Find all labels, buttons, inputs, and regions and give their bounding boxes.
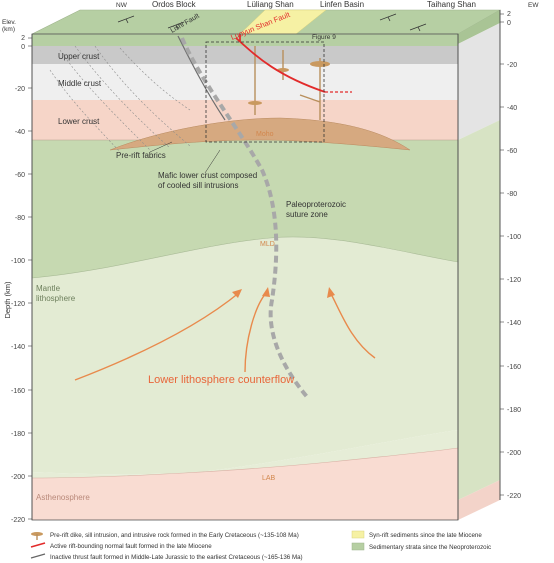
left-tick-minus200: -200: [11, 474, 25, 481]
moho-label: Moho: [256, 131, 274, 138]
right-tick-2: 2: [507, 11, 511, 18]
depth-axis-label: Depth (km): [3, 281, 12, 319]
figure-9-frame: [205, 41, 325, 143]
left-tick-minus120: -120: [11, 301, 25, 308]
mld-boundary: [31, 236, 459, 279]
right-tick-minus40: -40: [507, 105, 517, 112]
left-tick-minus180: -180: [11, 431, 25, 438]
strike-symbols: [117, 13, 427, 32]
lishi-fault-line: [177, 35, 226, 121]
legend-sedimentary-text: Sedimentary strata since the Neoproteroz…: [369, 544, 491, 551]
elev-label-line1: Elev.: [2, 19, 16, 26]
sill-1: [248, 101, 262, 105]
suture-label-line2: suture zone: [286, 210, 328, 219]
right-tick-minus60: -60: [507, 148, 517, 155]
right-tick-minus220: -220: [507, 493, 521, 500]
right-tick-minus80: -80: [507, 191, 517, 198]
mantle-label-line2: lithosphere: [36, 294, 76, 303]
left-tick-marks: [28, 37, 32, 520]
layer-mantle-lower: [32, 236, 458, 475]
layer-mantle-upper: [32, 140, 458, 278]
left-tick-minus220: -220: [11, 517, 25, 524]
right-tick-minus120: -120: [507, 277, 521, 284]
asthenosphere-label: Asthenosphere: [36, 493, 90, 502]
mafic-label-line2: of cooled sill intrusions: [158, 181, 238, 190]
lab-boundary: [31, 447, 459, 479]
pre-rift-fabrics: [49, 45, 191, 153]
right-tick-minus160: -160: [507, 364, 521, 371]
label-linfen-basin: Linfen Basin: [320, 0, 364, 9]
right-face-sediment: [458, 10, 500, 44]
label-taihang-shan: Taihang Shan: [427, 0, 476, 9]
right-tick-marks: [500, 13, 504, 496]
upper-crust-label: Upper crust: [58, 52, 100, 61]
elev-label-line2: (km): [2, 26, 15, 33]
legend-dike-text: Pre-rift dike, sill intrusion, and intru…: [50, 532, 299, 539]
left-tick-0: 0: [21, 44, 25, 51]
pre-rift-fabrics-label: Pre-rift fabrics: [116, 151, 166, 160]
legend-syn-rift-swatch: [351, 530, 365, 539]
right-face-crust: [458, 23, 500, 140]
legend-inactive-fault-text: Inactive thrust fault formed in Middle-L…: [50, 554, 303, 561]
right-tick-minus100: -100: [507, 234, 521, 241]
left-tick-minus20: -20: [15, 86, 25, 93]
legend-active-fault-text: Active rift-bounding normal fault formed…: [50, 543, 212, 550]
mld-label: MLD: [260, 241, 275, 248]
right-face-asthenosphere: [458, 480, 500, 520]
leader-lines: [149, 141, 221, 174]
counterflow-arrows: [74, 291, 376, 381]
sill-3: [310, 61, 330, 67]
legend: Pre-rift dike, sill intrusion, and intru…: [30, 530, 491, 561]
layer-upper-crust: [32, 46, 458, 64]
legend-inactive-fault-symbol: [30, 553, 46, 559]
suture-zone: [180, 37, 310, 400]
left-tick-minus60: -60: [15, 172, 25, 179]
label-nw: NW: [116, 2, 128, 9]
right-tick-minus20: -20: [507, 62, 517, 69]
label-luliang-shan: Lüliang Shan: [247, 0, 294, 9]
layer-middle-crust: [32, 64, 458, 100]
legend-active-fault-symbol: [30, 542, 46, 548]
layer-asthenosphere-fill: [32, 448, 458, 520]
left-tick-minus40: -40: [15, 129, 25, 136]
right-tick-minus180: -180: [507, 407, 521, 414]
left-tick-minus100: -100: [11, 258, 25, 265]
right-tick-minus200: -200: [507, 450, 521, 457]
suture-label-line1: Paleoproterozoic: [286, 200, 346, 209]
figure-9-label: Figure 9: [312, 34, 336, 41]
right-tick-0: 0: [507, 20, 511, 27]
mafic-label-line1: Mafic lower crust composed: [158, 171, 257, 180]
luoyun-shan-fault: [235, 37, 326, 93]
counterflow-arrowheads: [232, 287, 335, 298]
right-tick-minus140: -140: [507, 320, 521, 327]
legend-sedimentary-swatch: [351, 542, 365, 551]
mantle-label-line1: Mantle: [36, 284, 61, 293]
lab-label: LAB: [262, 475, 276, 482]
right-face-mantle: [458, 120, 500, 500]
left-tick-2: 2: [21, 35, 25, 42]
middle-crust-label: Middle crust: [58, 79, 102, 88]
label-ordos-block: Ordos Block: [152, 0, 197, 9]
counterflow-label: Lower lithosphere counterflow: [148, 374, 294, 386]
left-tick-minus160: -160: [11, 388, 25, 395]
legend-syn-rift-text: Syn-rift sediments since the late Miocen…: [369, 532, 482, 539]
legend-dike-symbol: [31, 532, 43, 540]
left-tick-minus140: -140: [11, 344, 25, 351]
label-ew: EW: [528, 2, 539, 9]
layer-sediment: [32, 34, 458, 46]
lower-crust-label: Lower crust: [58, 117, 100, 126]
left-tick-minus80: -80: [15, 215, 25, 222]
